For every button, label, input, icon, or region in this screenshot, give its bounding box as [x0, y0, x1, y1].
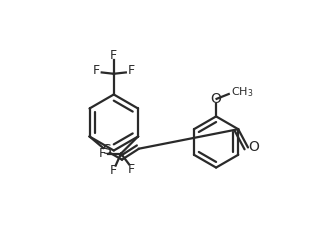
Text: O: O [211, 92, 222, 106]
Text: F: F [128, 163, 135, 176]
Text: S: S [102, 143, 110, 157]
Text: F: F [128, 63, 135, 76]
Text: O: O [248, 140, 259, 154]
Text: CH$_3$: CH$_3$ [231, 86, 253, 99]
Text: F: F [110, 49, 117, 62]
Text: F: F [110, 164, 117, 177]
Text: F: F [93, 63, 100, 76]
Text: F: F [99, 147, 106, 160]
